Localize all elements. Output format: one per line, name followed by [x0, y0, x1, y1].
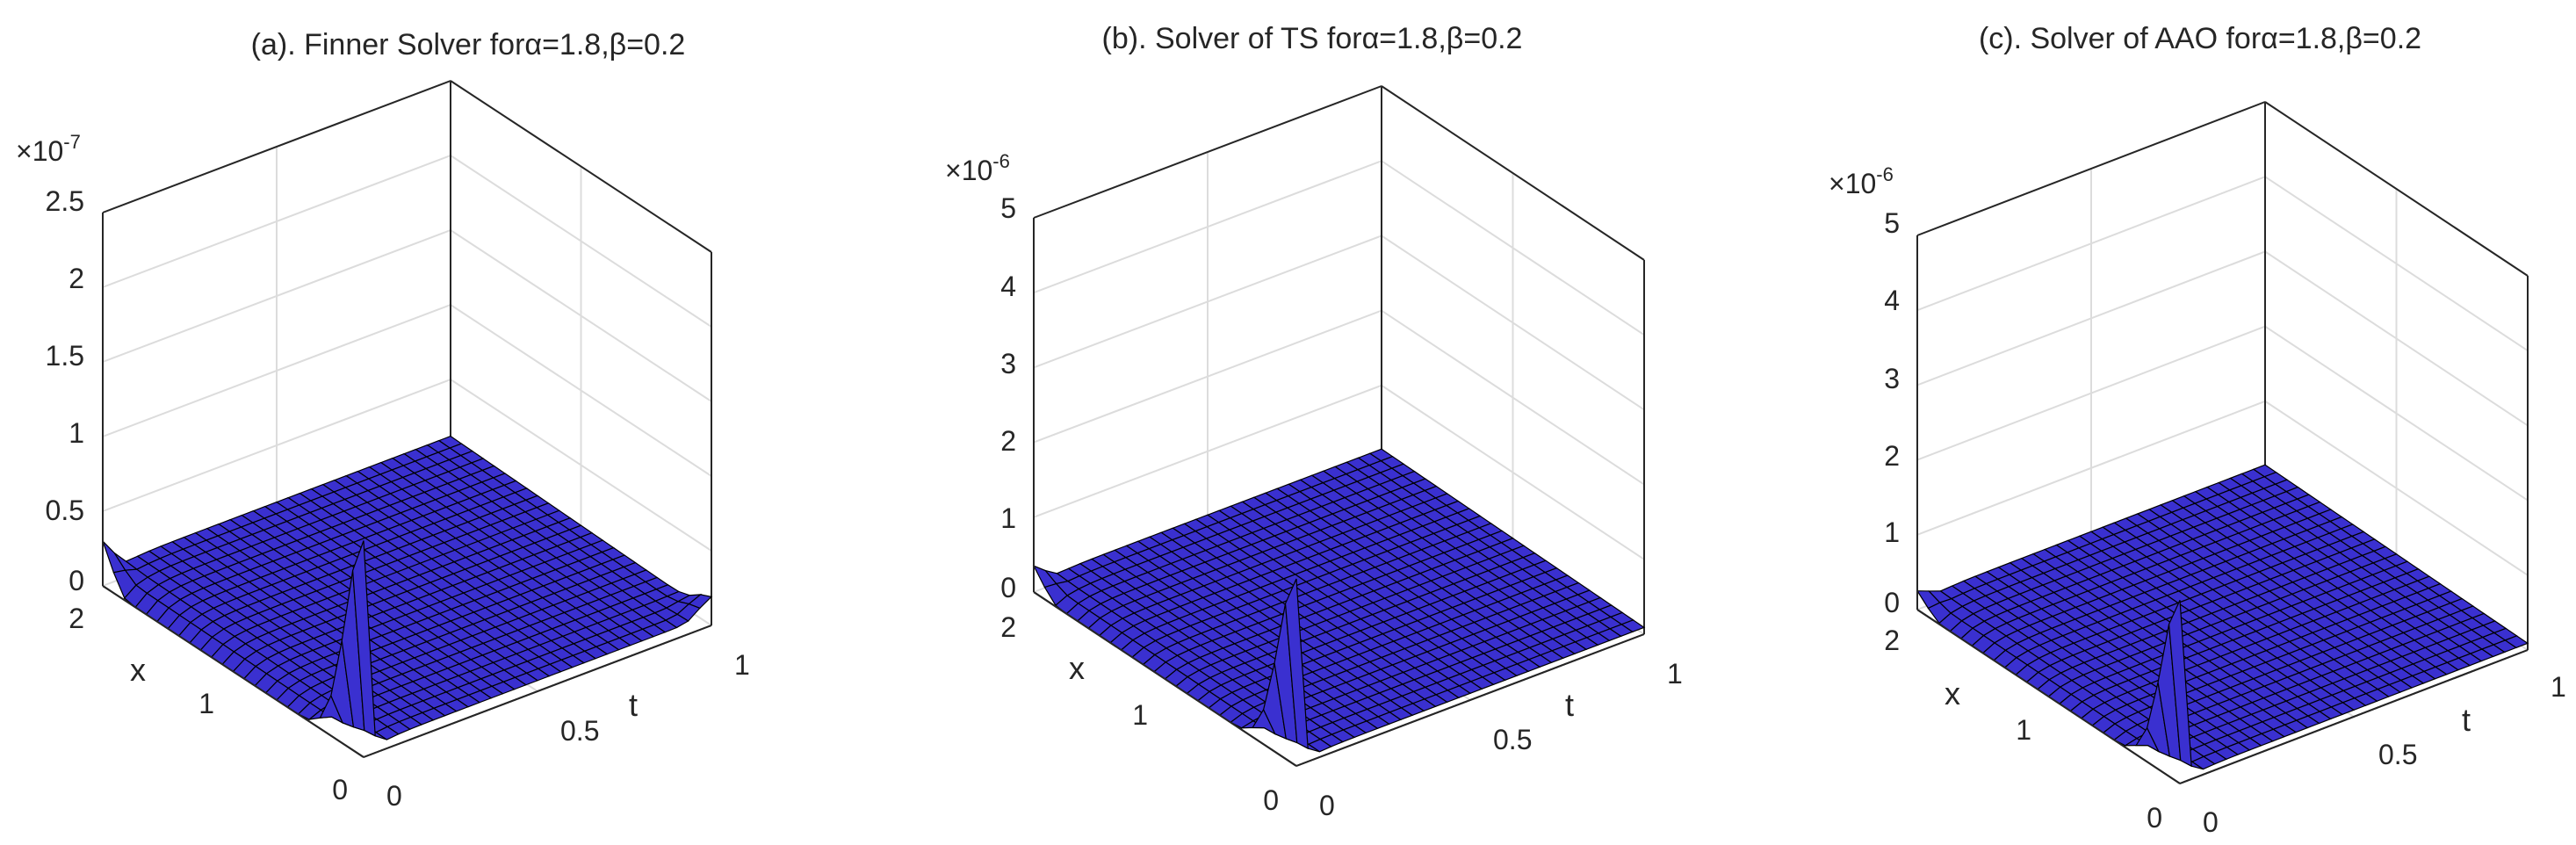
- axis-box-edge: [2264, 101, 2529, 277]
- subplot-a-title: (a). Finner Solver forα=1.8,β=0.2: [251, 28, 686, 61]
- surface-patch: [352, 540, 376, 737]
- gridline: [1033, 309, 1645, 486]
- subplot-b-x-axis-label: x: [1069, 650, 1085, 686]
- subplot-a: (a). Finner Solver forα=1.8,β=0.2 ×10-7 …: [16, 28, 750, 812]
- subplot-c-x-tick: 2: [1884, 625, 1900, 656]
- axis-box-edge: [1916, 101, 2266, 236]
- surface-patch: [2168, 600, 2192, 768]
- subplot-c-title: (c). Solver of AAO forα=1.8,β=0.2: [1979, 22, 2421, 55]
- subplot-b-t-tick: 0.5: [1493, 724, 1532, 755]
- axis-box-edge: [1295, 633, 1645, 767]
- gridline: [102, 303, 712, 477]
- surface-patch: [1284, 578, 1309, 750]
- gridline: [1916, 250, 2529, 427]
- subplot-c-z-exponent: ×10-6: [1829, 163, 1894, 199]
- axis-box-edge: [102, 80, 451, 213]
- gridline: [1033, 84, 1645, 261]
- axis-box-edge: [1916, 609, 2181, 784]
- subplot-a-x-tick: 1: [198, 688, 214, 719]
- subplot-c-t-tick: 1: [2551, 671, 2566, 703]
- axis-box-edge: [1381, 85, 1645, 261]
- subplot-b-z-tick: 0: [1000, 572, 1016, 603]
- subplot-b-x-tick: 0: [1263, 784, 1279, 816]
- subplot-a-x-tick: 2: [69, 603, 84, 634]
- subplot-c-surface: [1916, 235, 2529, 784]
- surface-patch: [102, 540, 126, 574]
- subplot-c-z-tick: 0: [1884, 587, 1900, 618]
- gridline: [1033, 160, 1645, 336]
- subplot-b-x-tick: 2: [1000, 611, 1016, 643]
- subplot-c-t-tick: 0.5: [2378, 739, 2417, 770]
- subplot-b-t-axis-label: t: [1565, 687, 1574, 723]
- subplot-c-t-tick: 0: [2203, 806, 2219, 838]
- subplot-b-z-exponent: ×10-6: [945, 150, 1010, 186]
- subplot-a-z-tick: 1.5: [46, 340, 84, 372]
- subplot-a-t-axis-label: t: [629, 687, 638, 723]
- subplot-c-x-tick: 0: [2147, 802, 2162, 834]
- subplot-a-z-tick: 0: [69, 565, 84, 596]
- subplot-c-z-tick: 2: [1884, 440, 1900, 472]
- subplot-c-t-axis-label: t: [2462, 702, 2471, 738]
- subplot-a-t-tick: 0: [386, 780, 402, 812]
- axis-box-edge: [1033, 591, 1297, 767]
- subplot-c: (c). Solver of AAO forα=1.8,β=0.2 ×10-6 …: [1829, 22, 2566, 838]
- subplot-b-z-tick: 5: [1000, 192, 1016, 224]
- axis-box-edge: [102, 585, 364, 758]
- axis-box-edge: [450, 80, 712, 253]
- subplot-b-surface: [1032, 218, 1646, 767]
- subplot-a-z-tick: 2.5: [46, 185, 84, 217]
- subplot-b-z-tick: 1: [1000, 502, 1016, 534]
- subplot-c-z-tick: 3: [1884, 363, 1900, 394]
- subplot-b-t-tick: 1: [1667, 658, 1683, 690]
- subplot-a-surface: [102, 213, 713, 758]
- gridline: [1916, 176, 2529, 352]
- subplot-a-z-tick: 1: [69, 417, 84, 449]
- subplot-a-z-exponent: ×10-7: [16, 131, 81, 167]
- subplot-c-z-tick: 4: [1884, 285, 1900, 316]
- subplot-b-z-tick: 2: [1000, 425, 1016, 457]
- axis-box-edge: [363, 625, 712, 758]
- subplot-a-t-tick: 0.5: [560, 715, 599, 747]
- gridline: [102, 79, 712, 253]
- gridline: [1916, 325, 2529, 502]
- subplot-b-z-tick: 4: [1000, 271, 1016, 302]
- subplot-b-t-tick: 0: [1319, 790, 1335, 821]
- subplot-a-z-tick: 0.5: [46, 495, 84, 526]
- gridline: [102, 228, 712, 402]
- subplot-b-x-tick: 1: [1132, 699, 1148, 731]
- subplot-b-title: (b). Solver of TS forα=1.8,β=0.2: [1102, 22, 1523, 55]
- gridline: [1916, 100, 2529, 277]
- subplot-b: (b). Solver of TS forα=1.8,β=0.2 ×10-6 5…: [945, 22, 1683, 821]
- subplot-c-z-tick: 1: [1884, 516, 1900, 548]
- subplot-a-t-tick: 1: [734, 649, 750, 681]
- subplot-a-x-axis-label: x: [130, 652, 146, 688]
- axis-box-edge: [1033, 85, 1382, 219]
- gridline: [1033, 235, 1645, 411]
- gridline: [102, 154, 712, 328]
- subplot-c-z-tick: 5: [1884, 207, 1900, 239]
- subplot-b-z-tick: 3: [1000, 348, 1016, 379]
- subplot-c-x-tick: 1: [2016, 714, 2031, 746]
- subplot-a-x-tick: 0: [332, 774, 348, 805]
- subplot-a-z-tick: 2: [69, 263, 84, 294]
- axis-box-edge: [2179, 649, 2529, 784]
- subplot-c-x-axis-label: x: [1945, 675, 1960, 711]
